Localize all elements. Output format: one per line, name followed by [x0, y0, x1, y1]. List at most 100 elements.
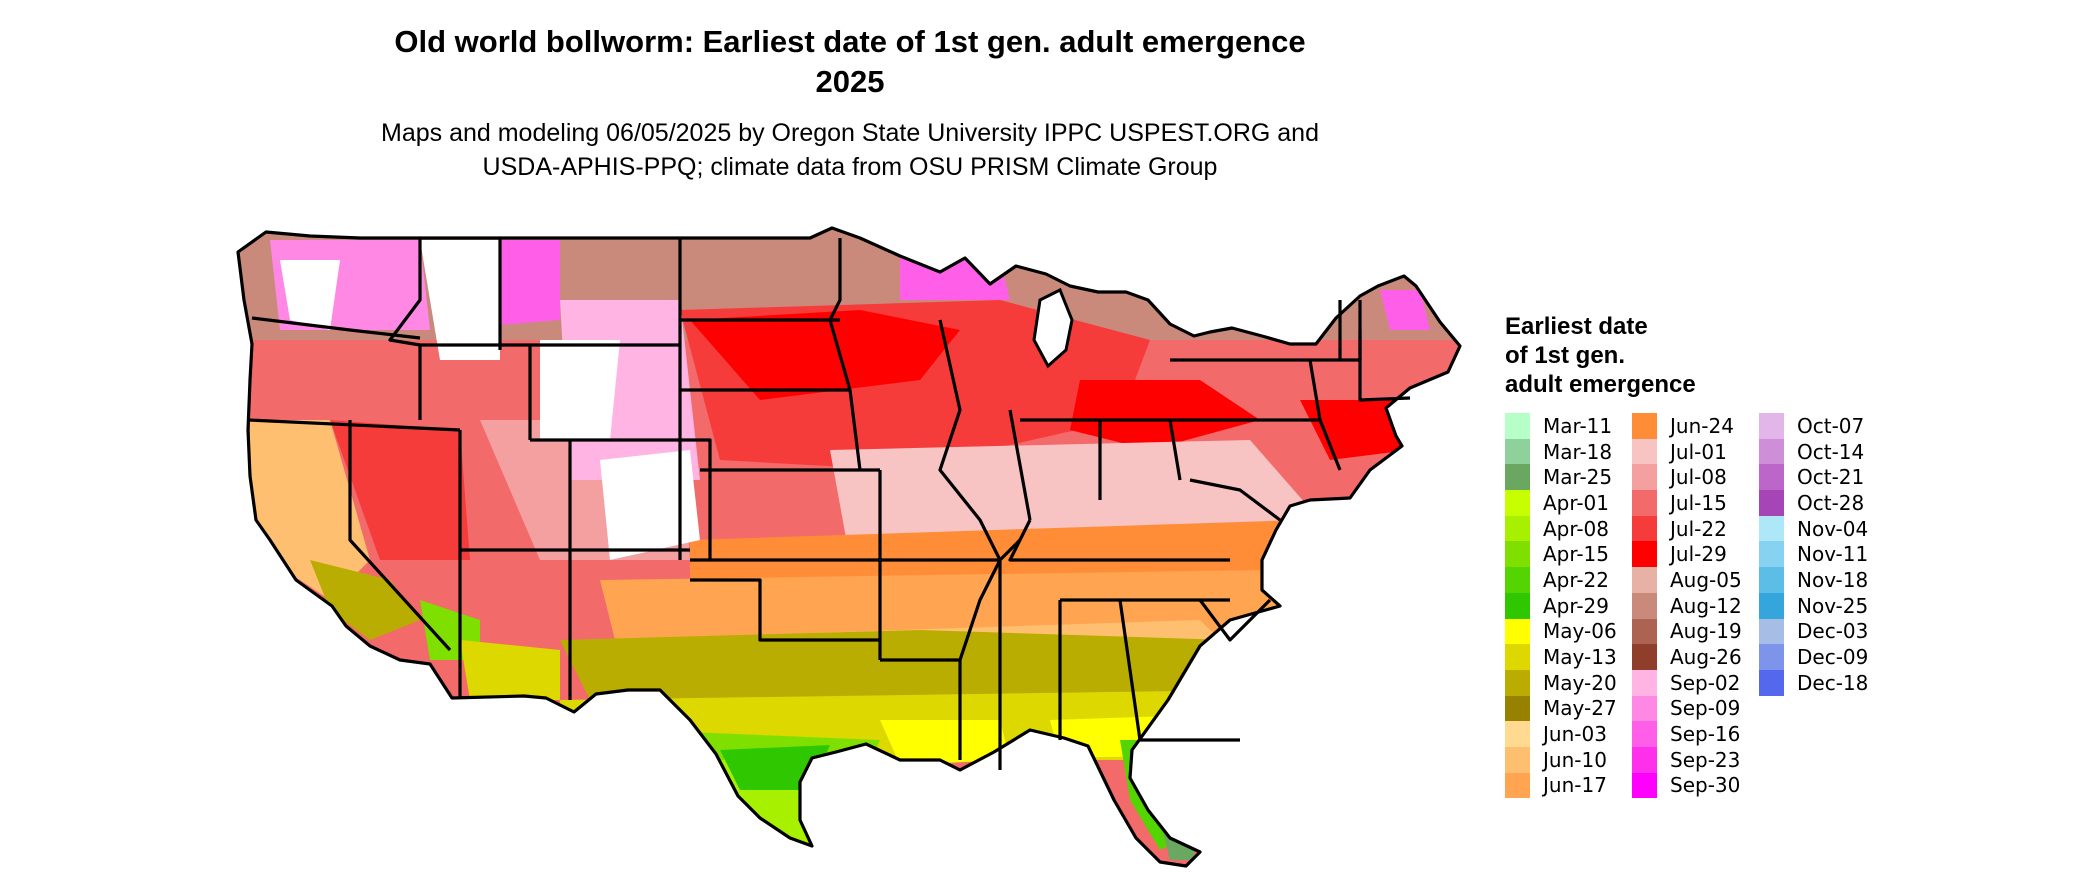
legend-swatch — [1505, 464, 1530, 491]
legend-label: Aug-19 — [1670, 619, 1742, 644]
legend-item: Apr-22 — [1505, 567, 1632, 593]
legend-swatch — [1759, 515, 1784, 542]
legend-item: Jul-22 — [1632, 515, 1759, 542]
legend-label: Aug-26 — [1670, 645, 1742, 670]
legend-label: Dec-18 — [1797, 670, 1869, 695]
legend-item: Apr-15 — [1505, 541, 1632, 568]
legend-item: Nov-04 — [1759, 515, 1886, 542]
legend-item: Apr-08 — [1505, 515, 1632, 542]
legend-label: Jun-17 — [1543, 773, 1607, 798]
legend-swatch — [1505, 695, 1530, 722]
legend-swatch — [1759, 669, 1784, 696]
legend-swatch — [1759, 567, 1784, 593]
legend-swatch — [1632, 515, 1657, 542]
legend-label: Sep-30 — [1670, 773, 1741, 798]
legend-label: May-20 — [1543, 670, 1617, 695]
map-title-line-2: 2025 — [815, 64, 885, 99]
legend-label: Sep-16 — [1670, 722, 1741, 747]
legend-label: Jul-22 — [1670, 516, 1727, 541]
legend-item: Jun-24 — [1632, 413, 1759, 439]
legend-column: Mar-11 Mar-18 Mar-25 Apr-01 Apr-08 Apr-15 Apr-… — [1505, 413, 1632, 799]
map-subtitle-line-1: Maps and modeling 06/05/2025 by Oregon S… — [381, 119, 1319, 147]
map-subtitle: Maps and modeling 06/05/2025 by Oregon S… — [290, 116, 1410, 184]
legend-item: Dec-09 — [1759, 644, 1886, 670]
legend-item: Jul-15 — [1632, 490, 1759, 516]
legend-label: Oct-14 — [1797, 439, 1865, 464]
legend-item: Aug-05 — [1632, 567, 1759, 593]
legend-swatch — [1632, 413, 1657, 439]
state-borders — [236, 226, 1462, 868]
legend-item: Mar-18 — [1505, 438, 1632, 465]
legend-swatch — [1759, 438, 1784, 465]
legend-label: Aug-12 — [1670, 593, 1742, 618]
legend-item: Oct-07 — [1759, 413, 1886, 439]
legend-item: Apr-29 — [1505, 592, 1632, 619]
legend-label: Jul-15 — [1670, 490, 1727, 515]
legend-item: Mar-25 — [1505, 464, 1632, 491]
legend-item: Oct-21 — [1759, 464, 1886, 491]
legend-label: Jul-08 — [1670, 465, 1727, 490]
legend-label: Mar-18 — [1543, 439, 1613, 464]
map-subtitle-line-2: USDA-APHIS-PPQ; climate data from OSU PR… — [482, 153, 1218, 181]
legend-swatch — [1632, 464, 1657, 491]
legend-label: Sep-09 — [1670, 696, 1741, 721]
legend-title-line-3: adult emergence — [1505, 371, 1696, 398]
legend-label: Jun-03 — [1543, 722, 1607, 747]
legend-item: Dec-18 — [1759, 669, 1886, 696]
legend-label: Oct-28 — [1797, 490, 1865, 515]
legend-item: Apr-01 — [1505, 490, 1632, 516]
legend-label: Apr-15 — [1543, 542, 1609, 567]
legend-item: Dec-03 — [1759, 618, 1886, 645]
legend-item: May-13 — [1505, 644, 1632, 670]
map-header: Old world bollworm: Earliest date of 1st… — [290, 22, 1410, 184]
legend-swatch — [1632, 772, 1657, 799]
legend-item: Nov-11 — [1759, 541, 1886, 568]
legend-swatch — [1632, 438, 1657, 465]
legend-label: Mar-11 — [1543, 413, 1613, 438]
legend-item: May-06 — [1505, 618, 1632, 645]
legend-label: Sep-02 — [1670, 670, 1741, 695]
great-lakes — [1032, 287, 1074, 369]
legend-label: Nov-25 — [1797, 593, 1869, 618]
legend-swatch — [1505, 772, 1530, 799]
legend-swatch — [1759, 618, 1784, 645]
legend-title-line-2: of 1st gen. — [1505, 342, 1626, 369]
legend-item: Jul-29 — [1632, 541, 1759, 568]
legend-swatch — [1505, 644, 1530, 670]
legend-item: May-27 — [1505, 695, 1632, 722]
legend-swatch — [1759, 490, 1784, 516]
legend-label: Jul-01 — [1670, 439, 1727, 464]
legend-label: Oct-07 — [1797, 413, 1865, 438]
legend-swatch — [1505, 490, 1530, 516]
legend-item: Sep-16 — [1632, 721, 1759, 747]
legend-item: Oct-14 — [1759, 438, 1886, 465]
legend-item: Jul-08 — [1632, 464, 1759, 491]
legend-item: Aug-12 — [1632, 592, 1759, 619]
legend-title: Earliest date of 1st gen. adult emergenc… — [1505, 312, 1886, 399]
us-emergence-map — [236, 226, 1462, 868]
legend-label: Dec-09 — [1797, 645, 1869, 670]
legend-swatch — [1632, 695, 1657, 722]
legend-swatch — [1505, 721, 1530, 747]
legend-swatch — [1505, 438, 1530, 465]
legend-swatch — [1505, 746, 1530, 773]
legend-swatch — [1632, 618, 1657, 645]
legend-swatch — [1632, 721, 1657, 747]
legend-swatch — [1505, 541, 1530, 568]
legend-swatch — [1632, 669, 1657, 696]
legend-column: Oct-07 Oct-14 Oct-21 Oct-28 Nov-04 Nov-11 Nov-… — [1759, 413, 1886, 798]
legend-swatch — [1505, 413, 1530, 439]
legend-item: Jun-10 — [1505, 746, 1632, 773]
legend-swatch — [1505, 618, 1530, 645]
legend-label: Nov-04 — [1797, 516, 1869, 541]
legend-item: Jun-03 — [1505, 721, 1632, 747]
legend-item: Jul-01 — [1632, 438, 1759, 465]
legend-label: Apr-08 — [1543, 516, 1609, 541]
legend-label: Nov-11 — [1797, 542, 1869, 567]
legend-item: Aug-26 — [1632, 644, 1759, 670]
legend-swatch — [1632, 490, 1657, 516]
map-title-line-1: Old world bollworm: Earliest date of 1st… — [394, 24, 1306, 59]
legend-label: May-13 — [1543, 645, 1617, 670]
legend-label: Apr-29 — [1543, 593, 1609, 618]
legend-label: Apr-22 — [1543, 567, 1609, 592]
